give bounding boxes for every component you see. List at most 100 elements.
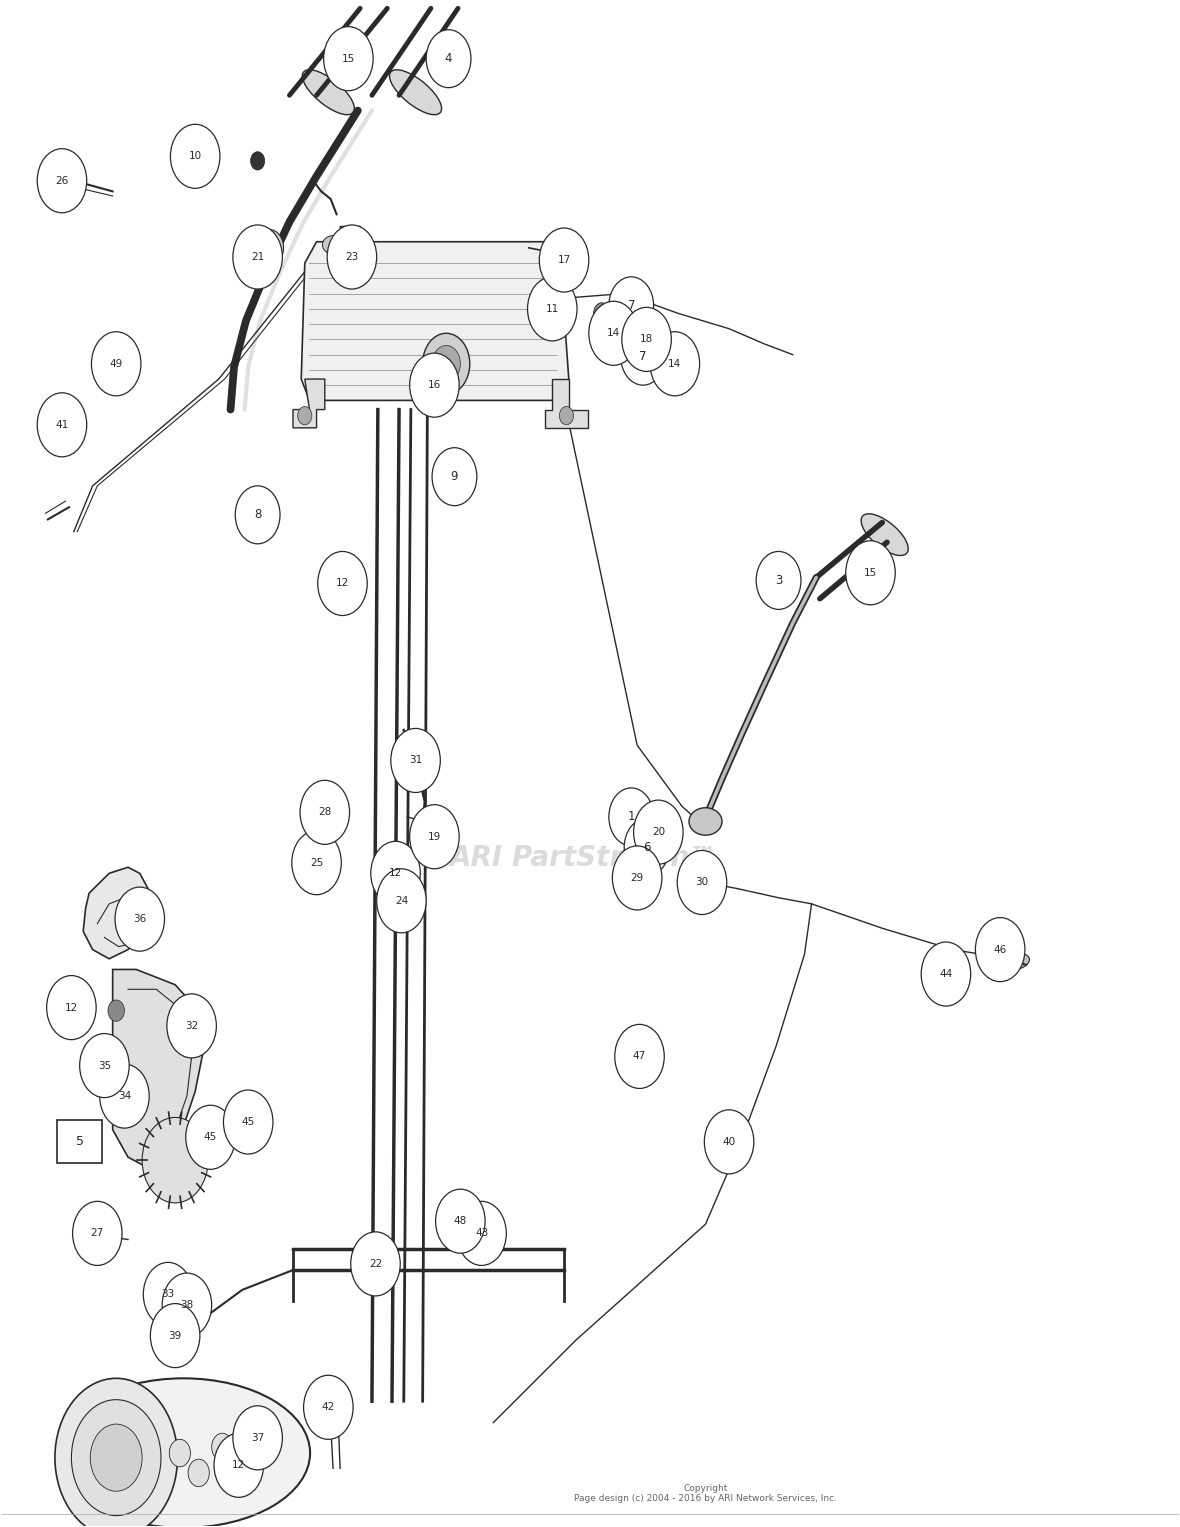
Circle shape	[622, 307, 671, 371]
Circle shape	[255, 229, 283, 266]
Circle shape	[589, 301, 638, 365]
Circle shape	[454, 1219, 478, 1249]
Circle shape	[223, 1090, 273, 1154]
Text: 3: 3	[775, 574, 782, 586]
Circle shape	[643, 322, 660, 344]
Circle shape	[243, 1425, 264, 1452]
Circle shape	[539, 228, 589, 292]
Circle shape	[170, 124, 219, 188]
Text: 18: 18	[640, 334, 654, 345]
Text: 47: 47	[632, 1052, 647, 1061]
Text: 6: 6	[643, 841, 650, 854]
Ellipse shape	[123, 1083, 142, 1101]
Ellipse shape	[166, 1286, 184, 1304]
Text: 49: 49	[110, 359, 123, 370]
Ellipse shape	[179, 1298, 195, 1313]
Circle shape	[756, 551, 801, 609]
Circle shape	[922, 942, 971, 1006]
Circle shape	[257, 246, 274, 267]
Text: 10: 10	[189, 151, 202, 162]
Circle shape	[114, 887, 164, 951]
Circle shape	[99, 1064, 149, 1128]
Circle shape	[300, 780, 349, 844]
Circle shape	[72, 1400, 160, 1516]
Circle shape	[107, 1000, 124, 1022]
Circle shape	[327, 565, 346, 589]
Text: 39: 39	[169, 1330, 182, 1341]
Circle shape	[323, 26, 373, 90]
Circle shape	[80, 1034, 129, 1098]
Circle shape	[392, 889, 411, 913]
Circle shape	[418, 825, 437, 849]
Circle shape	[303, 1376, 353, 1440]
Circle shape	[188, 1460, 209, 1487]
Text: 14: 14	[668, 359, 682, 370]
Text: 7: 7	[640, 350, 647, 362]
Ellipse shape	[669, 339, 695, 359]
Circle shape	[169, 1440, 190, 1467]
Ellipse shape	[861, 513, 909, 556]
Circle shape	[594, 302, 610, 324]
Circle shape	[615, 1025, 664, 1089]
Text: 12: 12	[389, 869, 402, 878]
Circle shape	[142, 1118, 208, 1203]
Circle shape	[432, 345, 460, 382]
Circle shape	[309, 843, 333, 873]
Text: 33: 33	[162, 1289, 175, 1299]
Circle shape	[232, 1406, 282, 1471]
Circle shape	[150, 1304, 199, 1368]
Text: 19: 19	[428, 832, 441, 841]
Circle shape	[38, 392, 87, 457]
Polygon shape	[293, 379, 324, 428]
Circle shape	[650, 822, 667, 843]
Ellipse shape	[57, 1379, 310, 1527]
Text: 30: 30	[695, 878, 708, 887]
Circle shape	[409, 353, 459, 417]
Circle shape	[609, 788, 654, 846]
Text: 34: 34	[118, 1092, 131, 1101]
Circle shape	[327, 224, 376, 289]
Circle shape	[214, 1434, 263, 1498]
Text: 17: 17	[557, 255, 571, 266]
Circle shape	[612, 846, 662, 910]
Ellipse shape	[1004, 954, 1029, 970]
Circle shape	[371, 841, 420, 906]
Circle shape	[250, 151, 264, 169]
Text: 32: 32	[185, 1022, 198, 1031]
Circle shape	[90, 1425, 142, 1492]
Text: 45: 45	[204, 1133, 217, 1142]
Circle shape	[634, 800, 683, 864]
Circle shape	[350, 1232, 400, 1296]
Circle shape	[235, 486, 280, 544]
Circle shape	[297, 406, 312, 425]
Text: 23: 23	[346, 252, 359, 263]
Ellipse shape	[302, 70, 354, 115]
Circle shape	[621, 327, 666, 385]
Text: 9: 9	[451, 470, 458, 483]
Circle shape	[559, 406, 573, 425]
Text: 12: 12	[232, 1460, 245, 1471]
Polygon shape	[340, 226, 366, 241]
Text: 21: 21	[251, 252, 264, 263]
Circle shape	[609, 276, 654, 334]
Text: 15: 15	[342, 53, 355, 64]
Circle shape	[185, 1106, 235, 1170]
Text: 7: 7	[628, 299, 635, 313]
Text: 20: 20	[651, 828, 664, 837]
Circle shape	[422, 333, 470, 394]
Circle shape	[232, 224, 282, 289]
Circle shape	[211, 1434, 232, 1461]
Text: 24: 24	[395, 896, 408, 906]
Circle shape	[704, 1110, 754, 1174]
Text: 40: 40	[722, 1138, 735, 1147]
Circle shape	[55, 1379, 177, 1527]
Text: 26: 26	[55, 176, 68, 186]
Circle shape	[376, 869, 426, 933]
Circle shape	[457, 1202, 506, 1266]
Text: 11: 11	[545, 304, 559, 315]
Text: 16: 16	[428, 380, 441, 389]
Circle shape	[291, 831, 341, 895]
Circle shape	[527, 276, 577, 341]
Ellipse shape	[389, 70, 441, 115]
FancyBboxPatch shape	[63, 176, 77, 188]
